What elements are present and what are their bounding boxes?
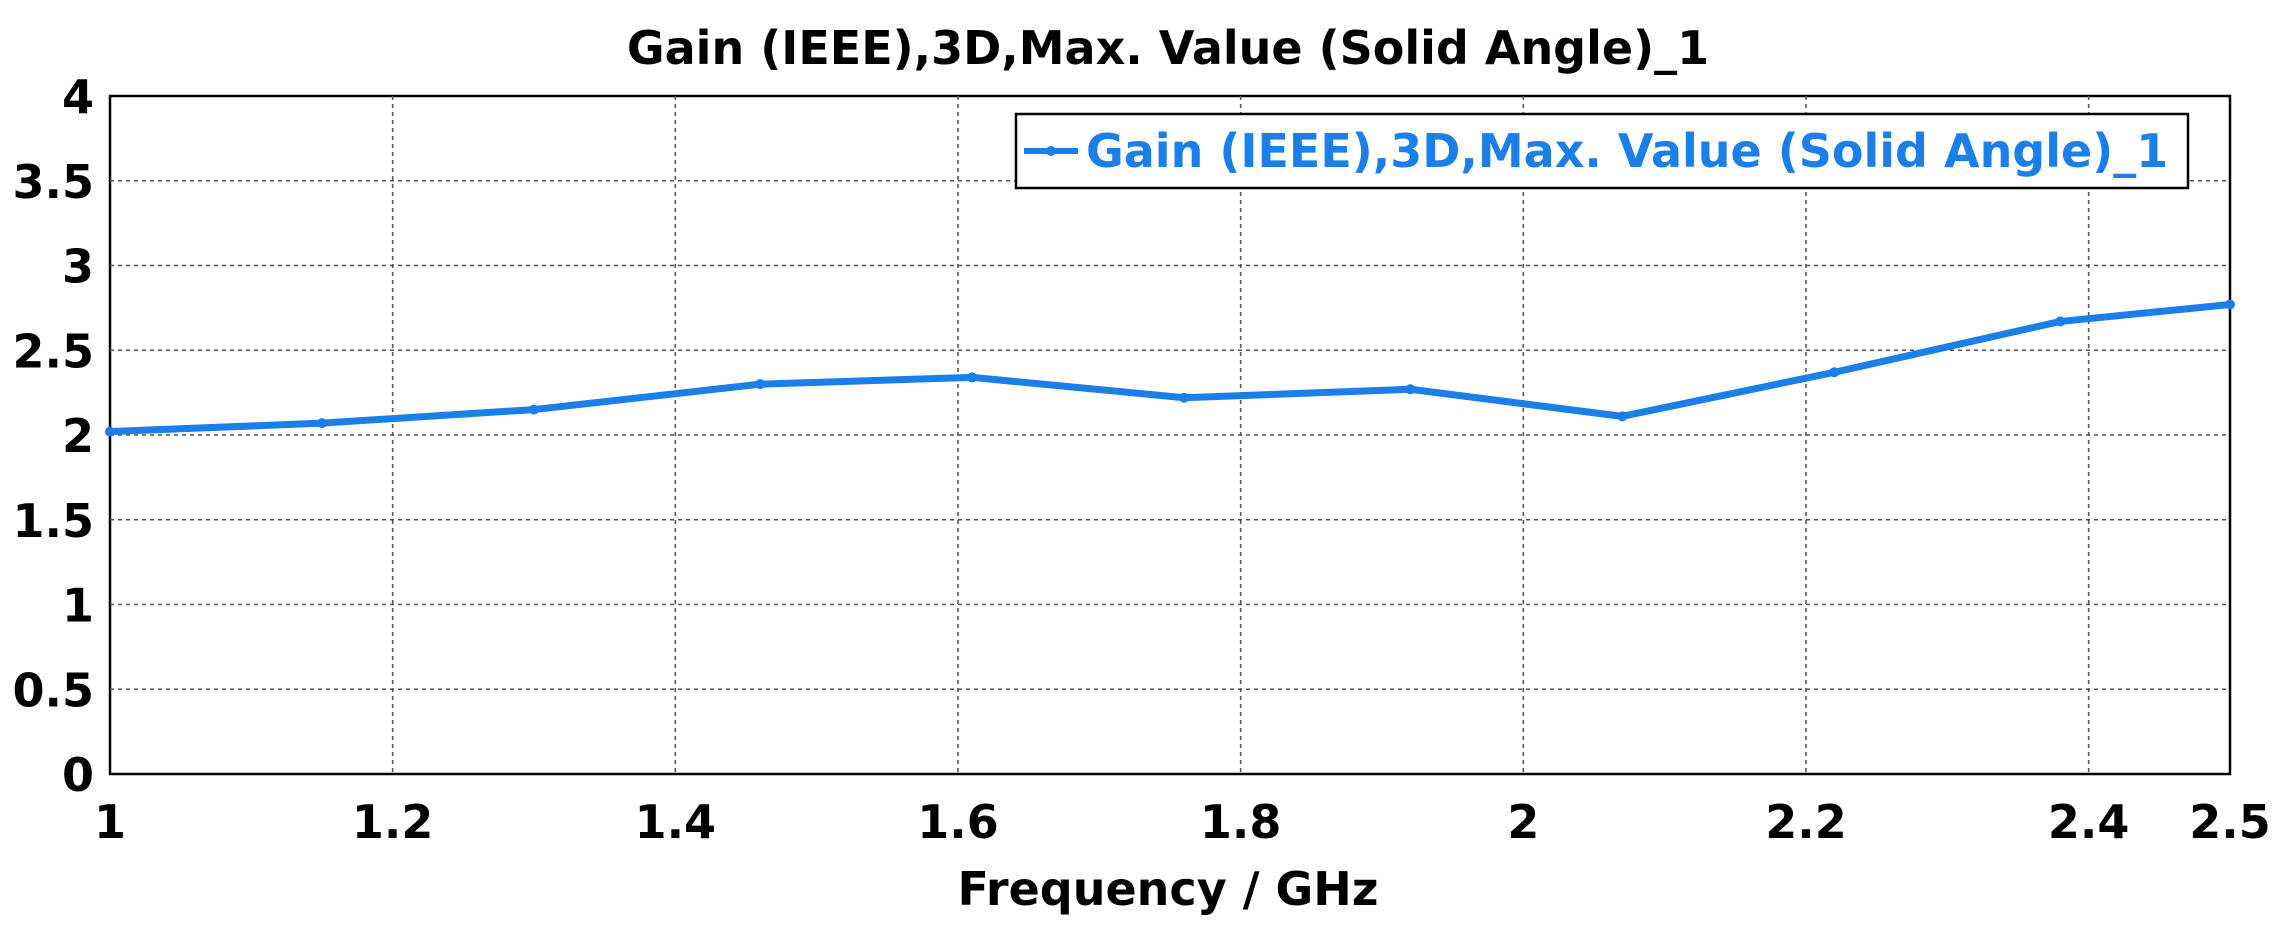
data-point xyxy=(2225,299,2235,310)
x-tick-label: 2.2 xyxy=(1765,795,1847,849)
data-point xyxy=(755,379,766,390)
data-point xyxy=(317,418,327,429)
x-tick-label: 1.4 xyxy=(635,795,717,849)
data-point xyxy=(105,426,115,437)
x-tick-label: 2.5 xyxy=(2189,795,2271,849)
y-tick-label: 0 xyxy=(62,748,94,802)
y-tick-label: 4 xyxy=(62,70,94,124)
y-tick-labels: 0 0.5 1 1.5 2 2.5 3 3.5 4 xyxy=(13,70,95,802)
data-point xyxy=(967,372,978,383)
data-point xyxy=(529,404,539,415)
x-tick-labels: 1 1.2 1.4 1.6 1.8 2 2.2 2.4 2.5 xyxy=(94,795,2271,849)
x-axis-label: Frequency / GHz xyxy=(957,862,1378,916)
legend-entry-label: Gain (IEEE),3D,Max. Value (Solid Angle)_… xyxy=(1086,124,2168,178)
chart-title: Gain (IEEE),3D,Max. Value (Solid Angle)_… xyxy=(627,21,1709,75)
legend-box xyxy=(1014,112,2190,190)
y-tick-label: 2.5 xyxy=(13,324,95,378)
data-point xyxy=(1829,367,1840,378)
y-tick-label: 1.5 xyxy=(13,494,95,548)
x-tick-label: 2.4 xyxy=(2048,795,2130,849)
x-tick-label: 1 xyxy=(94,795,126,849)
y-tick-label: 1 xyxy=(62,579,94,633)
series-layer xyxy=(105,299,2235,437)
x-tick-label: 1.2 xyxy=(352,795,434,849)
data-point xyxy=(2055,316,2066,327)
data-point xyxy=(1617,411,1628,422)
legend: Gain (IEEE),3D,Max. Value (Solid Angle)_… xyxy=(1014,112,2190,190)
data-point xyxy=(1179,392,1190,403)
data-point xyxy=(1405,384,1416,395)
y-tick-label: 0.5 xyxy=(13,663,95,717)
y-tick-label: 3.5 xyxy=(13,155,95,209)
y-tick-label: 3 xyxy=(62,240,94,294)
x-tick-label: 1.6 xyxy=(917,795,999,849)
x-tick-label: 1.8 xyxy=(1200,795,1282,849)
x-tick-label: 2 xyxy=(1507,795,1539,849)
y-tick-label: 2 xyxy=(62,409,94,463)
legend-point-marker xyxy=(1046,146,1056,156)
